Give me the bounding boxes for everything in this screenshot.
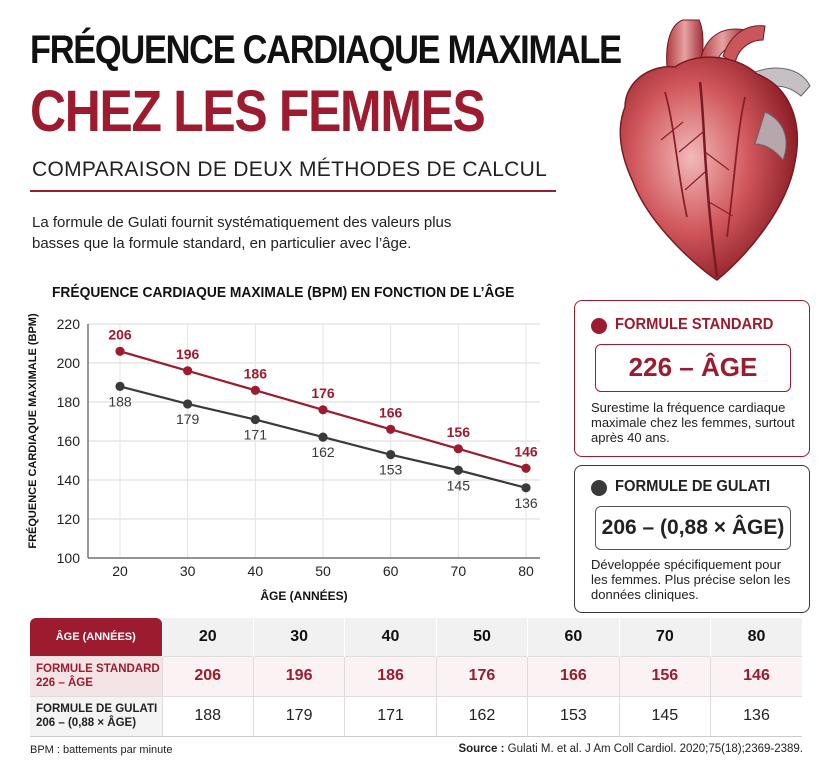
y-tick-label: 200 — [57, 355, 81, 371]
x-tick-label: 70 — [451, 563, 467, 579]
data-point-gulati — [183, 399, 193, 409]
gulati-card-heading: FORMULE DE GULATI — [615, 478, 771, 495]
data-point-standard — [521, 463, 531, 473]
table-cell: 162 — [435, 695, 528, 737]
y-tick-label: 100 — [57, 550, 81, 566]
table-cell: 179 — [252, 695, 345, 737]
data-label-gulati: 188 — [108, 393, 132, 409]
data-point-gulati — [318, 432, 328, 442]
gulati-bullet-icon — [591, 480, 607, 496]
page-title-line2: CHEZ LES FEMMES — [30, 79, 486, 144]
table-header-cell: 40 — [344, 618, 437, 656]
data-point-gulati — [453, 465, 463, 475]
gulati-formula-card: FORMULE DE GULATI 206 – (0,88 × ÂGE) Dév… — [574, 465, 810, 613]
data-point-standard — [318, 405, 328, 415]
data-label-gulati: 136 — [514, 495, 538, 511]
data-point-gulati — [115, 381, 125, 391]
table-header-cell: 60 — [527, 618, 620, 656]
x-axis-label: ÂGE (ANNÉES) — [260, 588, 347, 603]
table-cell: 153 — [527, 695, 620, 737]
data-point-gulati — [386, 450, 396, 460]
data-label-standard: 206 — [108, 326, 132, 342]
x-tick-label: 80 — [518, 563, 534, 579]
data-point-standard — [453, 444, 463, 454]
row-label-gulati: FORMULE DE GULATI 206 – (0,88 × ÂGE) — [30, 695, 162, 737]
table-cell: 156 — [618, 655, 711, 696]
table-row: FORMULE STANDARD 226 – ÂGE 206 196 186 1… — [30, 655, 802, 696]
standard-formula: 226 – ÂGE — [595, 344, 791, 392]
data-label-standard: 196 — [176, 346, 200, 362]
x-tick-label: 30 — [180, 563, 196, 579]
row-label-line: 226 – ÂGE — [36, 677, 93, 689]
x-tick-label: 50 — [315, 563, 331, 579]
table-cell: 188 — [161, 695, 254, 737]
table-cell: 136 — [710, 695, 802, 737]
line-chart: 100 120 140 160 180 200 220 20 30 40 50 60 70 80 ÂGE (… — [26, 313, 540, 603]
table-cell: 196 — [252, 655, 345, 696]
x-tick-label: 40 — [248, 563, 264, 579]
standard-formula-card: FORMULE STANDARD 226 – ÂGE Surestime la … — [574, 300, 810, 457]
data-label-gulati: 145 — [447, 477, 471, 493]
data-label-standard: 166 — [379, 404, 403, 420]
x-tick-label: 20 — [112, 563, 128, 579]
row-label-standard: FORMULE STANDARD 226 – ÂGE — [30, 655, 162, 696]
table-header-cell: 70 — [618, 618, 711, 656]
data-label-gulati: 153 — [379, 462, 403, 478]
gulati-description: Développée spécifiquement pour les femme… — [591, 557, 791, 602]
y-tick-label: 220 — [57, 316, 81, 332]
row-label-line: FORMULE DE GULATI — [36, 703, 158, 715]
table-cell: 166 — [527, 655, 620, 696]
y-tick-label: 140 — [57, 472, 81, 488]
data-label-standard: 156 — [447, 424, 471, 440]
row-label-line: 206 – (0,88 × ÂGE) — [36, 717, 137, 729]
page-subtitle: COMPARAISON DE DEUX MÉTHODES DE CALCUL — [32, 158, 548, 181]
data-label-standard: 146 — [514, 443, 538, 459]
y-tick-label: 160 — [57, 433, 81, 449]
table-header-row: ÂGE (ANNÉES) 20 30 40 50 60 70 80 — [30, 618, 802, 656]
data-point-standard — [386, 424, 396, 434]
heart-illustration — [619, 19, 811, 281]
standard-bullet-icon — [591, 318, 607, 334]
data-point-gulati — [250, 414, 260, 425]
source-citation: Source : Gulati M. et al. J Am Coll Card… — [458, 743, 803, 755]
standard-card-heading: FORMULE STANDARD — [615, 316, 774, 333]
comparison-table: ÂGE (ANNÉES) 20 30 40 50 60 70 80 FORMUL… — [30, 618, 802, 737]
data-label-gulati: 162 — [311, 444, 335, 460]
footnote-bpm: BPM : battements par minute — [30, 744, 173, 756]
source-text: Gulati M. et al. J Am Coll Cardiol. 2020… — [507, 743, 803, 755]
table-header-age: ÂGE (ANNÉES) — [30, 618, 162, 656]
table-cell: 186 — [344, 655, 437, 696]
y-axis-label: FRÉQUENCE CARDIAQUE MAXIMALE (BPM) — [26, 313, 39, 549]
data-point-gulati — [521, 483, 531, 493]
page-title-line1: FRÉQUENCE CARDIAQUE MAXIMALE — [30, 28, 622, 72]
table-row: FORMULE DE GULATI 206 – (0,88 × ÂGE) 188… — [30, 695, 802, 737]
gulati-formula: 206 – (0,88 × ÂGE) — [595, 506, 791, 550]
table-cell: 206 — [161, 655, 254, 696]
title-divider — [30, 190, 556, 192]
table-cell: 171 — [344, 695, 437, 737]
data-label-standard: 176 — [311, 385, 335, 401]
data-point-standard — [183, 366, 193, 376]
y-tick-label: 180 — [57, 394, 81, 410]
data-label-gulati: 179 — [176, 411, 200, 427]
x-tick-label: 60 — [383, 563, 399, 579]
data-label-gulati: 171 — [244, 427, 268, 443]
table-header-cell: 80 — [710, 618, 802, 656]
standard-description: Surestime la fréquence cardiaque maximal… — [591, 400, 795, 445]
chart-title: FRÉQUENCE CARDIAQUE MAXIMALE (BPM) EN FO… — [52, 284, 515, 301]
data-point-standard — [115, 346, 125, 356]
row-label-line: FORMULE STANDARD — [36, 663, 160, 675]
intro-text: La formule de Gulati fournit systématiqu… — [32, 214, 452, 252]
table-header-cell: 20 — [161, 618, 254, 656]
table-cell: 145 — [618, 695, 711, 737]
table-header-cell: 50 — [435, 618, 528, 656]
data-point-standard — [250, 385, 260, 395]
y-tick-label: 120 — [57, 511, 81, 527]
table-cell: 176 — [435, 655, 528, 696]
table-cell: 146 — [710, 655, 802, 696]
source-label: Source : — [458, 743, 505, 755]
table-header-cell: 30 — [252, 618, 345, 656]
data-label-standard: 186 — [244, 365, 268, 381]
